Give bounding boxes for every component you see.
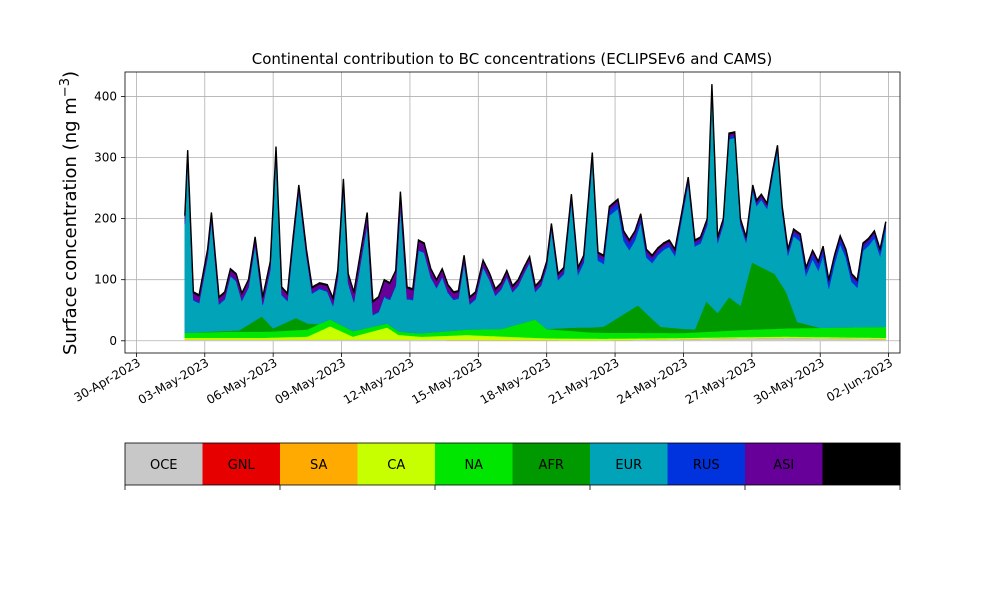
plot-frame	[124, 71, 901, 354]
legend-swatch-ca	[357, 443, 436, 485]
y-tick-label: 0	[109, 334, 117, 348]
legend-swatch-rus	[667, 443, 746, 485]
x-tick-label: 12-May-2023	[341, 355, 416, 407]
stacked-areas	[184, 84, 887, 342]
x-tick-label: 02-Jun-2023	[824, 355, 895, 404]
legend-swatch-na	[435, 443, 513, 485]
legend-frame	[124, 442, 901, 486]
y-tick-label: 200	[94, 212, 117, 226]
x-tick-label: 15-May-2023	[409, 355, 484, 407]
x-tick-label: 30-May-2023	[751, 355, 826, 407]
x-tick-label: 30-Apr-2023	[72, 355, 143, 404]
plot-area	[124, 71, 901, 354]
legend-label-afr: AFR	[539, 458, 564, 473]
legend-label-na: NA	[464, 458, 483, 473]
legend-swatch-asi	[745, 443, 823, 485]
legend-label-eur: EUR	[615, 458, 642, 473]
y-tick-label: 100	[94, 273, 117, 287]
legend-label-rus: RUS	[693, 458, 720, 473]
x-tick-label: 27-May-2023	[683, 355, 758, 407]
y-axis-label-main: Surface concentration (ng m	[60, 97, 81, 355]
x-tick-label: 21-May-2023	[546, 355, 621, 407]
legend-swatch-eur	[590, 443, 668, 485]
x-tick-label: 06-May-2023	[204, 355, 279, 407]
y-axis-label-end: )	[60, 71, 81, 78]
y-axis-label-exponent: −3	[58, 78, 73, 97]
y-tick-label: 300	[94, 151, 117, 165]
legend-swatch-afr	[512, 443, 591, 485]
legend-label-aus: AUS	[848, 458, 875, 473]
legend-swatch-oce	[125, 443, 203, 485]
x-tick-label: 24-May-2023	[614, 355, 689, 407]
y-axis: 0 100 200 300 400	[94, 89, 125, 348]
y-tick-label: 400	[94, 89, 117, 103]
total-outline	[184, 84, 887, 303]
legend-label-asi: ASI	[773, 458, 794, 473]
x-tick-label: 18-May-2023	[478, 355, 553, 407]
legend-colorbar: OCE GNL SA CA NA AFR EUR RUS ASI AUS	[124, 442, 901, 490]
legend-label-oce: OCE	[150, 458, 178, 473]
x-axis: 30-Apr-202303-May-202306-May-202309-May-…	[72, 353, 895, 407]
legend-label-sa: SA	[310, 458, 327, 473]
chart-title: Continental contribution to BC concentra…	[252, 50, 773, 68]
x-tick-label: 03-May-2023	[136, 355, 211, 407]
y-axis-label: Surface concentration (ng m−3)	[58, 71, 81, 355]
legend-swatch-sa	[280, 443, 358, 485]
legend-swatch-aus	[822, 443, 901, 485]
legend-swatch-gnl	[202, 443, 281, 485]
legend-label-gnl: GNL	[228, 458, 256, 473]
x-tick-label: 09-May-2023	[273, 355, 348, 407]
legend-label-ca: CA	[387, 458, 405, 473]
